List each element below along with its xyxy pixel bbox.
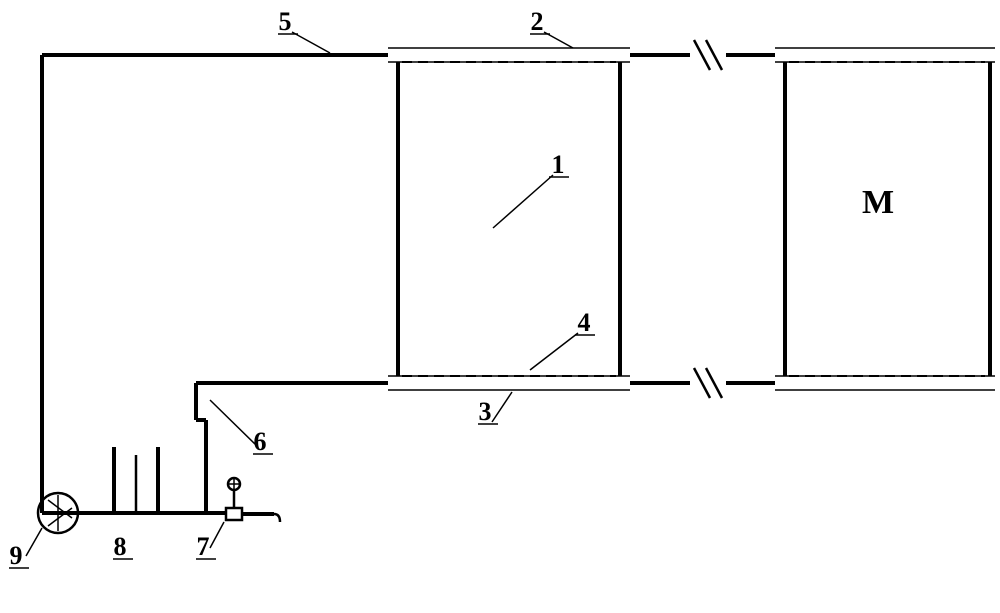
valve-assembly bbox=[226, 478, 280, 522]
label-m: M bbox=[862, 184, 894, 221]
return-line bbox=[196, 383, 206, 513]
label-6: 6 bbox=[254, 427, 267, 456]
panel-b-top-connector bbox=[775, 48, 995, 62]
leader-lines bbox=[26, 32, 578, 556]
label-5: 5 bbox=[279, 7, 292, 36]
panel-a-top-connector bbox=[388, 48, 630, 62]
label-7: 7 bbox=[197, 532, 210, 561]
panel-a-bottom-connector bbox=[388, 376, 630, 390]
label-2: 2 bbox=[531, 7, 544, 36]
tank bbox=[114, 447, 158, 513]
break-symbol-bottom bbox=[694, 368, 722, 398]
label-underlines bbox=[9, 34, 595, 568]
label-3: 3 bbox=[479, 397, 492, 426]
panel-b-bottom-connector bbox=[775, 376, 995, 390]
label-8: 8 bbox=[114, 532, 127, 561]
label-4: 4 bbox=[578, 308, 591, 337]
break-symbol-top bbox=[694, 40, 722, 70]
label-1: 1 bbox=[552, 150, 565, 179]
schematic-diagram: 5 2 1 4 3 6 7 8 9 M bbox=[0, 0, 1000, 613]
label-9: 9 bbox=[10, 541, 23, 570]
